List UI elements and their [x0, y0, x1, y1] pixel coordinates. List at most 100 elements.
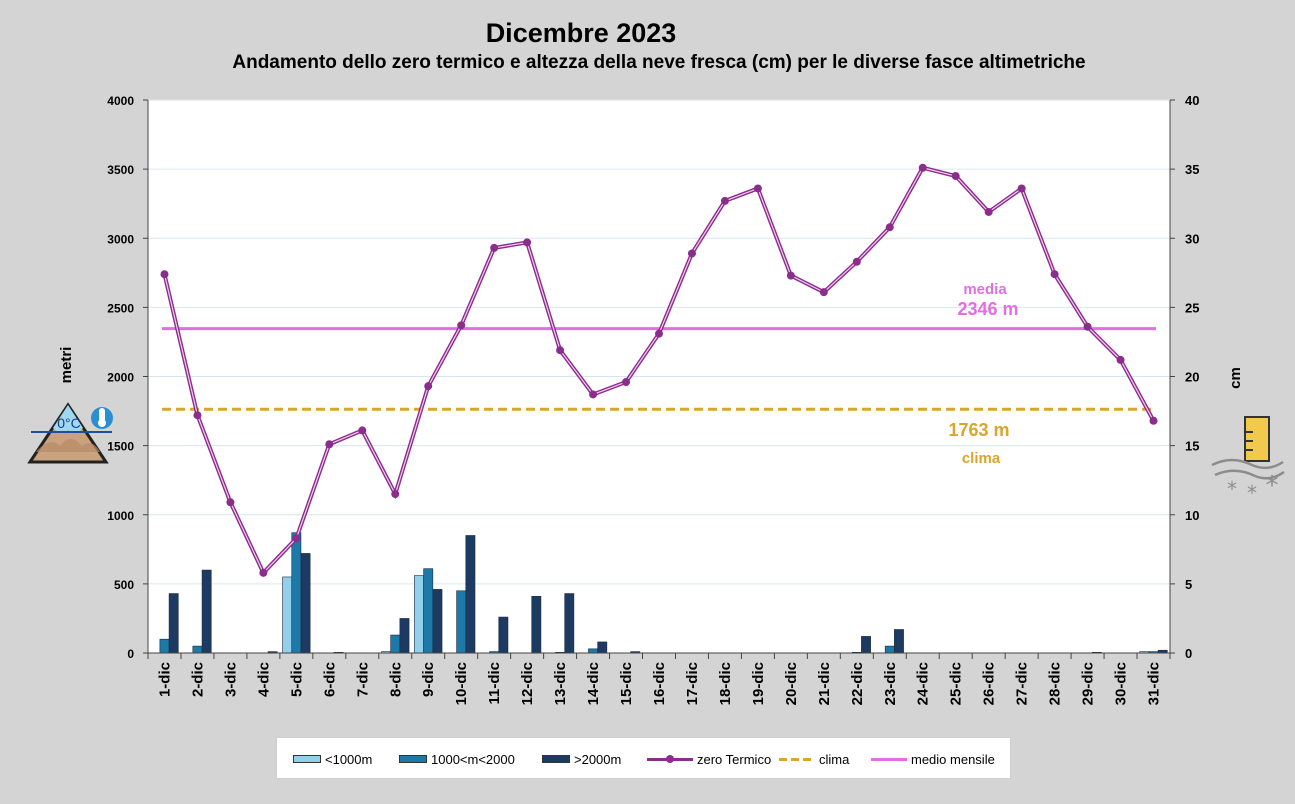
x-tick-label: 14-dic	[585, 662, 602, 705]
clima-label-value: 1763 m	[948, 420, 1009, 440]
legend-line-zero-termico	[647, 753, 693, 765]
bar-mid	[159, 638, 170, 654]
zero-termico-point	[490, 243, 499, 252]
y-right-tick-label: 10	[1185, 508, 1199, 523]
y-left-tick-label: 4000	[107, 94, 134, 108]
x-tick-label: 7-dic	[354, 662, 371, 697]
bar-high	[432, 589, 443, 654]
y-left-tick-label: 1000	[107, 509, 134, 523]
svg-text:*: *	[1266, 471, 1279, 501]
zero-termico-point	[226, 498, 235, 507]
x-tick-label: 23-dic	[882, 662, 899, 705]
x-tick-label: 16-dic	[651, 662, 668, 705]
zero-termico-point	[358, 426, 367, 435]
y-right-tick-label: 30	[1185, 231, 1199, 246]
mountain-freezing-level-icon: 0°C	[27, 402, 113, 464]
bar-high	[531, 596, 542, 654]
legend-label-mid: 1000<m<2000	[431, 751, 515, 767]
svg-text:*: *	[1247, 481, 1257, 505]
legend-swatch-low	[293, 755, 321, 763]
legend-item-zero-termico: zero Termico	[647, 750, 771, 768]
x-tick-label: 4-dic	[255, 662, 272, 697]
y-right-tick-label: 20	[1185, 370, 1199, 385]
x-tick-label: 21-dic	[816, 662, 833, 705]
x-tick-label: 18-dic	[717, 662, 734, 705]
y-left-tick-label: 1500	[107, 440, 134, 454]
x-tick-label: 8-dic	[387, 662, 404, 697]
y-left-tick-label: 2500	[107, 301, 134, 315]
media-label-name: media	[963, 281, 1007, 298]
x-tick-label: 5-dic	[288, 662, 305, 697]
bar-high	[300, 553, 311, 654]
bar-high	[399, 618, 410, 654]
legend: <1000m 1000<m<2000 >2000m zero Termico c…	[276, 737, 1011, 779]
y-right-tick-label: 5	[1185, 577, 1192, 592]
bar-mid	[884, 645, 895, 654]
bar-low	[282, 576, 293, 654]
bar-high	[861, 636, 871, 654]
zero-termico-point	[292, 534, 301, 543]
legend-item-medio-mensile: medio mensile	[871, 750, 995, 768]
bar-low	[414, 575, 424, 654]
media-label-value: 2346 m	[957, 299, 1018, 319]
zero-termico-point	[819, 288, 828, 297]
legend-label-zero-termico: zero Termico	[697, 751, 772, 767]
y-left-axis-label: metri	[58, 347, 75, 384]
x-tick-label: 24-dic	[915, 662, 932, 705]
y-left-tick-label: 3500	[107, 163, 134, 177]
legend-item-mid: 1000<m<2000	[399, 750, 515, 768]
x-ticks: 1-dic 2-dic 3-dic 4-dic 5-dic 6-dic 7-dic 8-dic…	[156, 662, 1162, 705]
x-tick-label: 26-dic	[981, 662, 998, 705]
zero-termico-point	[1116, 355, 1125, 364]
bar-high	[465, 535, 476, 654]
bar-mid	[390, 634, 401, 654]
bar-high	[498, 616, 509, 654]
legend-line-clima	[779, 753, 815, 765]
bar-mid	[192, 645, 203, 654]
zero-termico-point	[951, 172, 960, 181]
y-right-tick-label: 40	[1185, 93, 1199, 108]
x-tick-label: 27-dic	[1014, 662, 1031, 705]
y-right-tick-label: 25	[1185, 300, 1199, 315]
legend-item-low: <1000m	[293, 750, 372, 768]
zero-termico-point	[786, 271, 795, 280]
snow-gauge-icon: * * *	[1211, 416, 1285, 505]
x-tick-label: 30-dic	[1113, 662, 1130, 705]
zero-termico-point	[1149, 416, 1158, 425]
legend-swatch-high	[542, 755, 570, 763]
x-tick-label: 12-dic	[519, 662, 536, 705]
x-tick-label: 22-dic	[849, 662, 866, 705]
zero-termico-point	[720, 196, 729, 205]
zero-termico-point	[753, 184, 762, 193]
bar-high	[201, 569, 212, 654]
bar-mid	[456, 590, 467, 654]
x-tick-label: 6-dic	[321, 662, 338, 697]
zero-termico-point	[160, 270, 169, 279]
x-tick-label: 13-dic	[552, 662, 569, 705]
legend-line-medio-mensile	[871, 753, 907, 765]
y-right-tick-label: 35	[1185, 162, 1199, 177]
zero-termico-point	[1017, 184, 1026, 193]
chart-subtitle: Andamento dello zero termico e altezza d…	[232, 52, 1086, 73]
y-right-tick-label: 15	[1185, 439, 1199, 454]
x-tick-label: 28-dic	[1047, 662, 1064, 705]
x-tick-label: 1-dic	[156, 662, 173, 697]
zero-termico-point	[523, 238, 532, 247]
zero-termico-point	[325, 440, 334, 449]
x-tick-label: 20-dic	[783, 662, 800, 705]
y-left-ticks: 0 500 1000 1500 2000 2500 3000 3500 4000	[107, 94, 148, 661]
zero-termico-point	[1050, 270, 1059, 279]
x-tick-label: 31-dic	[1146, 662, 1163, 705]
zero-termico-point	[852, 257, 861, 266]
bar-mid	[423, 568, 434, 654]
x-tick-label: 19-dic	[750, 662, 767, 705]
x-tick-label: 15-dic	[618, 662, 635, 705]
zero-termico-point	[1083, 322, 1092, 331]
bar-mid	[291, 532, 302, 654]
x-tick-label: 17-dic	[684, 662, 701, 705]
bar-high	[597, 641, 608, 654]
clima-label-name: clima	[962, 450, 1001, 467]
zero-termico-point	[918, 163, 927, 172]
